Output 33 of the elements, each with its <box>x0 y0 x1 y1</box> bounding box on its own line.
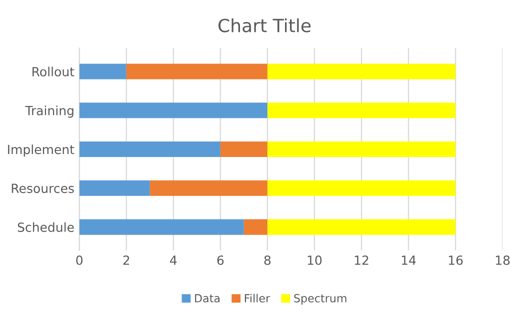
bar <box>79 180 150 196</box>
x-tick-label: 10 <box>308 255 322 265</box>
x-tick-label: 18 <box>496 255 510 265</box>
x-tick-label: 12 <box>354 255 368 265</box>
legend-label: Spectrum <box>294 294 346 305</box>
bar <box>267 180 456 196</box>
x-tick-label: 8 <box>264 255 271 265</box>
bar <box>267 219 456 235</box>
x-tick-label: 4 <box>170 256 177 265</box>
x-tick-label: 6 <box>217 255 224 265</box>
bar <box>79 219 244 235</box>
bar <box>220 141 268 158</box>
bar <box>126 64 268 80</box>
x-tick-label: 0 <box>76 255 82 265</box>
y-tick-label: Training <box>25 106 74 118</box>
bar <box>267 141 456 158</box>
bar <box>79 141 220 158</box>
bar <box>267 102 456 118</box>
y-tick-label: Rollout <box>32 66 74 76</box>
bar <box>244 219 268 235</box>
bar <box>150 180 268 196</box>
x-tick-label: 2 <box>123 255 130 265</box>
legend-label: Data <box>195 294 220 302</box>
chart-title: Chart Title <box>218 18 311 32</box>
x-tick-label: 14 <box>402 256 416 265</box>
bar <box>79 102 268 118</box>
y-tick-label: Schedule <box>18 222 74 232</box>
bar <box>267 64 456 80</box>
y-tick-label: Resources <box>12 184 74 194</box>
x-tick-label: 16 <box>448 255 463 265</box>
y-tick-label: Implement <box>8 144 74 157</box>
legend-label: Filler <box>244 294 270 302</box>
bar <box>79 64 126 80</box>
